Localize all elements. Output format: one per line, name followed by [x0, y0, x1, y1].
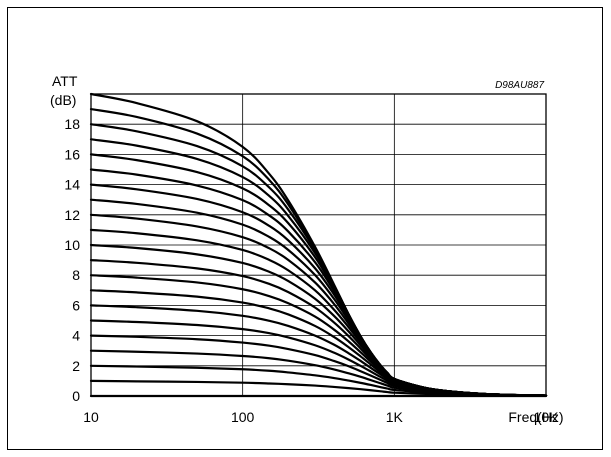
y-axis-label-line2: (dB) [50, 92, 76, 108]
y-tick-label: 4 [72, 328, 80, 344]
attenuation-curve [89, 92, 548, 397]
x-tick-label: 1K [386, 409, 404, 425]
y-tick-label: 14 [64, 177, 80, 193]
attenuation-curve [89, 183, 548, 397]
tick-labels: 0 2 4 6 8 10 12 14 16 18 10 100 1K 10K [64, 116, 559, 425]
x-tick-label: 100 [231, 409, 255, 425]
x-tick-label: 10 [83, 409, 99, 425]
y-tick-label: 12 [64, 207, 80, 223]
y-tick-label: 18 [64, 116, 80, 132]
x-tick-label: 10K [534, 409, 560, 425]
grid [90, 94, 547, 397]
y-tick-label: 2 [72, 358, 80, 374]
y-tick-label: 16 [64, 146, 80, 162]
curves [89, 92, 548, 398]
attenuation-curve [89, 319, 548, 397]
y-tick-label: 8 [72, 267, 80, 283]
y-tick-label: 0 [72, 388, 80, 404]
chart-code: D98AU887 [495, 80, 544, 91]
y-axis-label-line1: ATT [52, 73, 78, 89]
attenuation-curve [89, 168, 548, 397]
attenuation-curve [89, 289, 548, 397]
y-tick-label: 10 [64, 237, 80, 253]
y-tick-label: 6 [72, 297, 80, 313]
plot-area-border [90, 93, 547, 397]
attenuation-curve [89, 349, 548, 397]
x-axis-label: Freq(Hz) [508, 409, 563, 425]
